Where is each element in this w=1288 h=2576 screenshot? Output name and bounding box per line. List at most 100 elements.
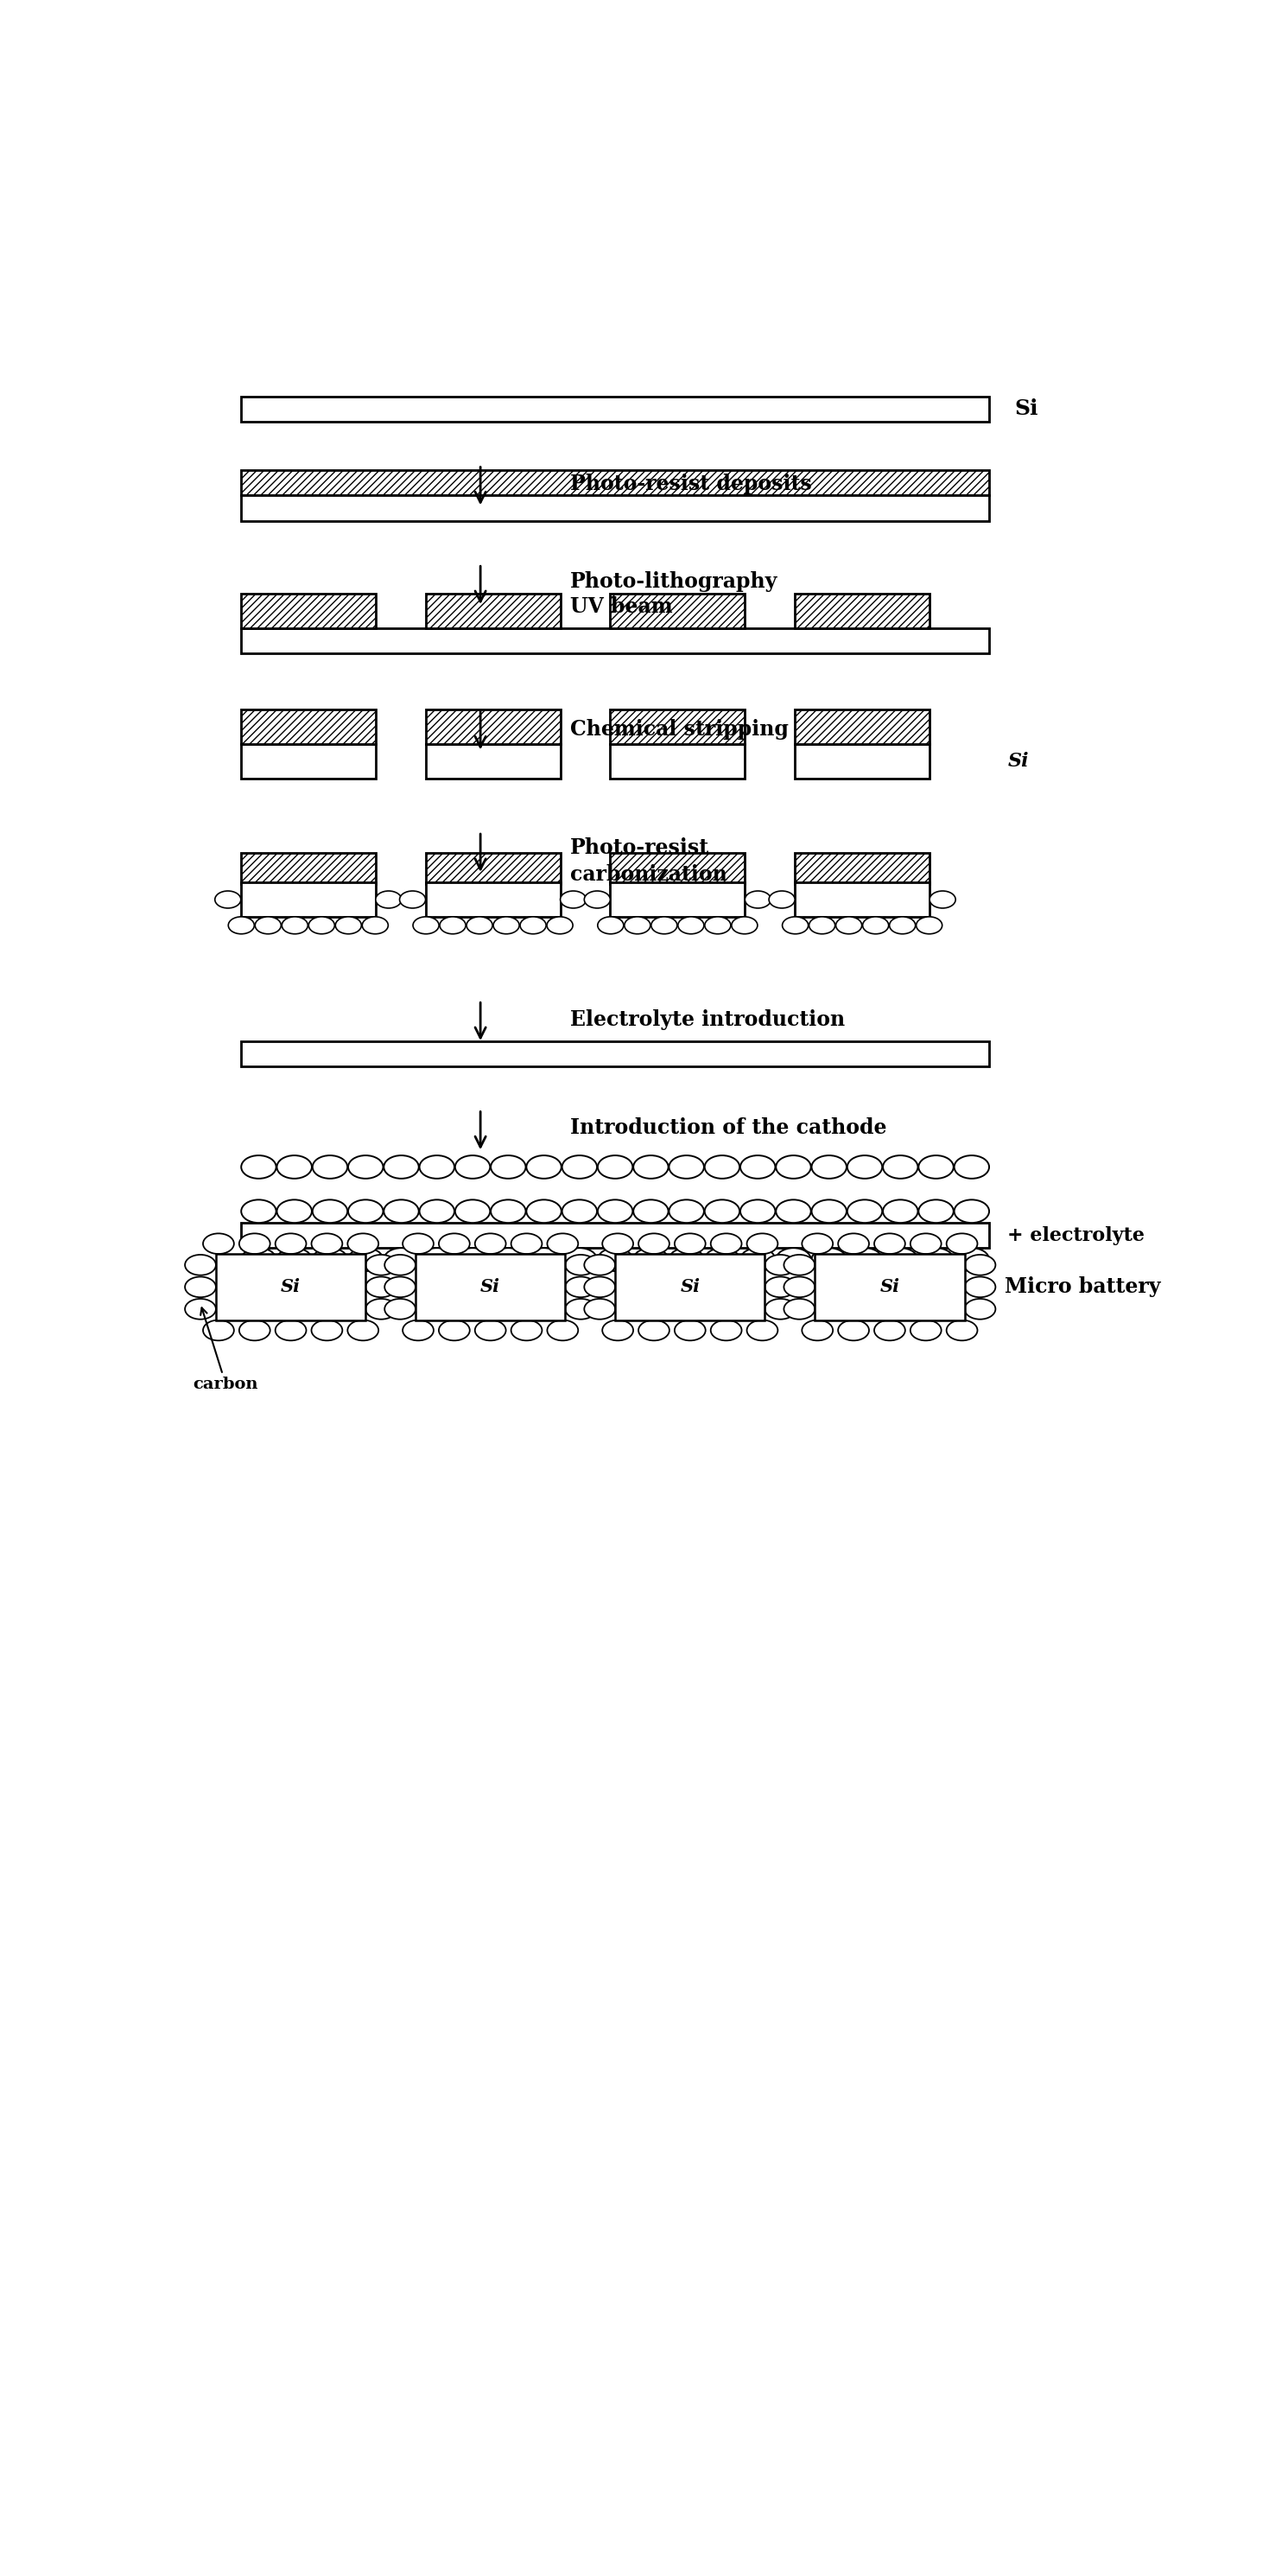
Bar <box>611 592 744 629</box>
Circle shape <box>802 1234 833 1255</box>
Circle shape <box>366 1255 397 1275</box>
Circle shape <box>255 917 281 935</box>
Circle shape <box>954 1157 989 1180</box>
Circle shape <box>215 891 241 909</box>
Circle shape <box>811 1200 846 1224</box>
Circle shape <box>598 1157 632 1180</box>
Circle shape <box>491 1247 526 1270</box>
Circle shape <box>455 1247 489 1270</box>
Circle shape <box>802 1319 833 1340</box>
Circle shape <box>838 1319 869 1340</box>
Bar <box>241 853 376 884</box>
Circle shape <box>348 1234 379 1255</box>
Circle shape <box>276 1319 307 1340</box>
Bar <box>241 711 376 744</box>
Circle shape <box>420 1247 455 1270</box>
Circle shape <box>403 1319 434 1340</box>
Circle shape <box>277 1157 312 1180</box>
Circle shape <box>439 1319 470 1340</box>
Circle shape <box>527 1247 562 1270</box>
Circle shape <box>634 1157 668 1180</box>
Circle shape <box>204 1319 234 1340</box>
Circle shape <box>918 1200 953 1224</box>
Bar <box>425 592 560 629</box>
Bar <box>241 884 376 917</box>
Circle shape <box>439 917 466 935</box>
Circle shape <box>520 917 546 935</box>
Circle shape <box>947 1319 978 1340</box>
Bar <box>611 853 744 884</box>
Circle shape <box>775 1247 811 1270</box>
Circle shape <box>384 1157 419 1180</box>
Bar <box>241 1224 989 1247</box>
Circle shape <box>565 1255 596 1275</box>
Bar <box>241 495 989 520</box>
Circle shape <box>875 1319 905 1340</box>
Circle shape <box>413 917 439 935</box>
Circle shape <box>562 1200 598 1224</box>
Circle shape <box>348 1247 383 1270</box>
Circle shape <box>911 1234 942 1255</box>
Circle shape <box>277 1247 312 1270</box>
Bar <box>795 853 930 884</box>
Circle shape <box>185 1255 216 1275</box>
Circle shape <box>634 1200 668 1224</box>
Circle shape <box>809 917 835 935</box>
Bar <box>241 471 989 495</box>
Text: Photo-resist: Photo-resist <box>571 837 710 858</box>
Text: Chemical stripping: Chemical stripping <box>571 719 788 739</box>
Circle shape <box>228 917 254 935</box>
Circle shape <box>385 1298 416 1319</box>
Circle shape <box>598 917 623 935</box>
Circle shape <box>668 1247 705 1270</box>
Circle shape <box>185 1298 216 1319</box>
Bar <box>241 592 376 629</box>
Circle shape <box>399 891 425 909</box>
Circle shape <box>277 1200 312 1224</box>
Circle shape <box>882 1200 918 1224</box>
Circle shape <box>765 1255 796 1275</box>
Text: + electrolyte: + electrolyte <box>1007 1226 1145 1244</box>
Circle shape <box>241 1247 276 1270</box>
Circle shape <box>848 1247 882 1270</box>
Circle shape <box>511 1319 542 1340</box>
Text: UV beam: UV beam <box>571 595 672 618</box>
Circle shape <box>747 1319 778 1340</box>
Circle shape <box>811 1157 846 1180</box>
Circle shape <box>204 1234 234 1255</box>
Bar <box>416 1255 565 1319</box>
Circle shape <box>930 891 956 909</box>
Circle shape <box>439 1234 470 1255</box>
Circle shape <box>366 1298 397 1319</box>
Circle shape <box>603 1234 634 1255</box>
Circle shape <box>313 1157 348 1180</box>
Circle shape <box>560 891 586 909</box>
Circle shape <box>639 1319 670 1340</box>
Text: Si: Si <box>1015 399 1038 420</box>
Circle shape <box>455 1157 489 1180</box>
Circle shape <box>466 917 492 935</box>
Circle shape <box>784 1298 815 1319</box>
Circle shape <box>782 917 809 935</box>
Circle shape <box>585 1298 616 1319</box>
Circle shape <box>775 1157 811 1180</box>
Circle shape <box>493 917 519 935</box>
Circle shape <box>282 917 308 935</box>
Bar <box>425 884 560 917</box>
Circle shape <box>527 1157 562 1180</box>
Circle shape <box>784 1255 815 1275</box>
Circle shape <box>585 891 611 909</box>
Circle shape <box>562 1157 598 1180</box>
Circle shape <box>312 1234 343 1255</box>
Circle shape <box>848 1157 882 1180</box>
Circle shape <box>547 1234 578 1255</box>
Circle shape <box>863 917 889 935</box>
Circle shape <box>741 1157 775 1180</box>
Bar <box>795 744 930 778</box>
Circle shape <box>565 1278 596 1298</box>
Circle shape <box>362 917 388 935</box>
Circle shape <box>965 1298 996 1319</box>
Circle shape <box>475 1319 506 1340</box>
Bar <box>611 884 744 917</box>
Circle shape <box>711 1319 742 1340</box>
